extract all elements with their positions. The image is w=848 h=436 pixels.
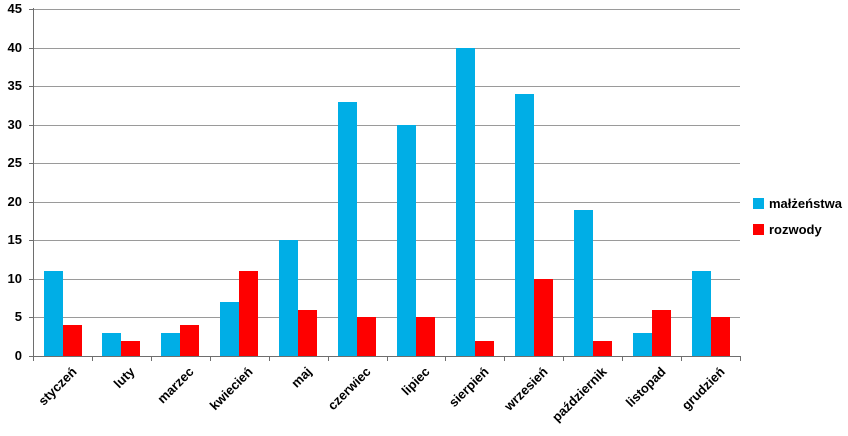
legend-label-rozwody: rozwody [769,222,822,237]
bar-rozwody [180,325,200,356]
bar-malzenstwa [573,209,593,356]
y-axis-tick [29,201,33,203]
y-axis-tick [29,9,33,10]
legend-label-malzenstwa: małżeństwa [769,196,842,211]
bar-rozwody [239,271,259,356]
bar-malzenstwa [338,101,357,356]
legend: małżeństwa rozwody [753,196,842,237]
bar-rozwody [62,325,82,356]
legend-item-malzenstwa: małżeństwa [753,196,842,211]
y-tick-label: 20 [7,193,22,209]
bar-malzenstwa [397,124,416,356]
y-tick-label: 10 [7,270,22,286]
bar-rozwody [651,309,671,356]
legend-item-rozwody: rozwody [753,222,842,237]
bar-malzenstwa [43,271,63,356]
x-axis-tick [91,356,93,361]
y-axis-tick [29,356,33,357]
bar-malzenstwa [220,302,240,356]
x-axis-tick [681,356,683,361]
bar-rozwody [533,278,553,356]
x-axis-tick [209,356,211,361]
x-axis-tick [150,356,152,361]
bar-malzenstwa [691,271,711,356]
legend-swatch-malzenstwa-icon [753,198,764,209]
bar-rozwody [416,317,435,356]
bar-rozwody [710,317,730,356]
x-axis-tick [327,356,329,361]
y-axis-line [33,8,34,356]
y-tick-label: 5 [14,309,22,325]
y-axis-tick [29,124,33,126]
x-axis-tick [268,356,270,361]
y-tick-label: 25 [7,155,22,171]
gridline [33,240,740,242]
gridline [33,124,740,126]
gridline [33,86,740,88]
bar-malzenstwa [102,332,122,356]
x-axis-tick [740,356,741,361]
x-axis-tick [33,356,34,361]
y-axis-tick [29,163,33,165]
y-tick-label: 40 [7,39,22,55]
x-axis-tick [563,356,565,361]
bar-malzenstwa [514,93,534,356]
y-axis-tick [29,317,33,319]
bar-rozwody [121,340,141,356]
gridline [33,9,740,10]
y-tick-label: 45 [7,1,22,16]
gridline [33,47,740,49]
bar-malzenstwa [632,332,652,356]
bar-rozwody [298,309,318,356]
y-tick-label: 30 [7,116,22,132]
gridline [33,163,740,165]
bar-malzenstwa [455,47,475,356]
x-axis-tick [386,356,388,361]
bar-rozwody [474,340,494,356]
x-axis-tick [622,356,624,361]
x-axis-tick [504,356,506,361]
gridline [33,317,740,319]
x-axis-line [33,356,740,357]
y-axis-tick [29,47,33,49]
x-axis-tick [445,356,447,361]
bar-rozwody [357,317,376,356]
y-axis-tick [29,240,33,242]
y-axis-tick [29,278,33,280]
gridline [33,278,740,280]
y-tick-label: 15 [7,232,22,248]
gridline [33,201,740,203]
bar-malzenstwa [161,332,181,356]
y-axis-tick [29,86,33,88]
y-tick-label: 0 [14,348,22,363]
legend-swatch-rozwody-icon [753,224,764,235]
y-tick-label: 35 [7,78,22,94]
bar-rozwody [592,340,612,356]
bar-malzenstwa [279,240,299,356]
